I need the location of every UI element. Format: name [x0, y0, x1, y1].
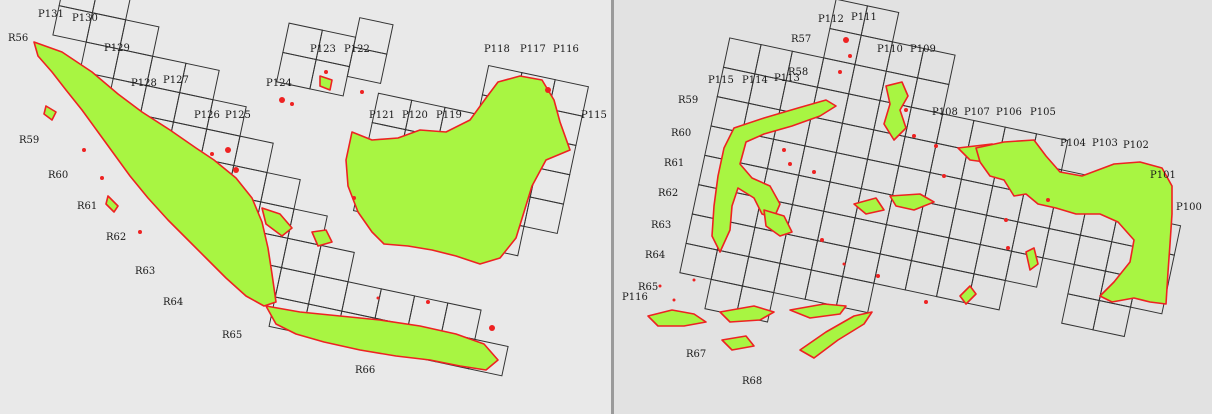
row-label: R67 — [686, 349, 706, 360]
row-label: R59 — [19, 135, 39, 146]
path-label: P119 — [436, 110, 462, 121]
sulawesi-south-arm — [763, 209, 793, 237]
row-label: R60 — [671, 128, 691, 139]
path-label: P125 — [225, 110, 251, 121]
kalimantan-island — [345, 75, 571, 265]
row-label: R60 — [48, 170, 68, 181]
path-label: P107 — [964, 107, 990, 118]
panel-divider — [611, 0, 614, 414]
nias-island — [43, 105, 57, 121]
reef-specks-east — [658, 37, 1050, 304]
small-island — [319, 75, 333, 91]
path-label: P104 — [1060, 138, 1086, 149]
halmahera-island — [883, 81, 909, 141]
path-label: P103 — [1092, 138, 1118, 149]
row-label: R64 — [645, 250, 665, 261]
sumbawa-island — [719, 305, 775, 323]
path-label: P123 — [310, 44, 336, 55]
row-label: R61 — [664, 158, 684, 169]
row-label: R58 — [788, 67, 808, 78]
path-label: P112 — [818, 14, 844, 25]
row-labels-east: R57 R58 R59 R60 R61 R62 R63 R64 R65 R67 … — [638, 34, 811, 387]
sumba-island — [721, 335, 755, 351]
path-label: P127 — [163, 75, 189, 86]
bali-lombok-island — [647, 309, 707, 327]
papua-island — [975, 139, 1173, 305]
path-label: P122 — [344, 44, 370, 55]
path-label: P115 — [581, 110, 607, 121]
sumatra-island — [33, 41, 277, 307]
path-label: P102 — [1123, 140, 1149, 151]
path-label: P110 — [877, 44, 903, 55]
path-label: P118 — [484, 44, 510, 55]
path-label: P113 — [774, 73, 800, 84]
row-label: R65 — [222, 330, 242, 341]
path-label: P120 — [402, 110, 428, 121]
path-label: P109 — [910, 44, 936, 55]
sulawesi-island — [711, 99, 837, 253]
path-label: P130 — [72, 13, 98, 24]
row-label: R65 — [638, 282, 658, 293]
java-island — [265, 305, 499, 371]
path-label: P106 — [996, 107, 1022, 118]
path-labels-east: P112 P111 P110 P109 P115 P114 P113 P108 … — [622, 12, 1202, 303]
aru-island — [1025, 247, 1039, 271]
path-label: P131 — [38, 9, 64, 20]
map-panel-east: P112 P111 P110 P109 P115 P114 P113 P108 … — [614, 0, 1212, 414]
row-label: R61 — [77, 201, 97, 212]
buru-island — [853, 197, 885, 215]
bangka-island — [261, 207, 293, 237]
path-label: P128 — [131, 78, 157, 89]
row-label: R56 — [8, 33, 28, 44]
path-label: P117 — [520, 44, 546, 55]
path-label: P116 — [553, 44, 579, 55]
west-map-svg: P131 P130 P129 P128 P127 P126 P125 P124 … — [8, 0, 607, 377]
row-label: R63 — [135, 266, 155, 277]
flores-island — [789, 303, 847, 319]
map-panel-west: P131 P130 P129 P128 P127 P126 P125 P124 … — [0, 0, 611, 414]
path-label: P101 — [1150, 170, 1176, 181]
reef-specks-west — [82, 70, 551, 331]
row-labels-west: R56 R59 R60 R61 R62 R63 R64 R65 R66 — [8, 33, 375, 376]
path-label: P114 — [742, 75, 768, 86]
row-label: R63 — [651, 220, 671, 231]
path-label: P105 — [1030, 107, 1056, 118]
belitung-island — [311, 229, 333, 247]
row-label: R64 — [163, 297, 183, 308]
path-label: P121 — [369, 110, 395, 121]
east-map-svg: P112 P111 P110 P109 P115 P114 P113 P108 … — [622, 0, 1202, 387]
path-label: P111 — [851, 12, 877, 23]
path-label: P115 — [708, 75, 734, 86]
path-label: P126 — [194, 110, 220, 121]
path-labels-west: P131 P130 P129 P128 P127 P126 P125 P124 … — [38, 9, 607, 121]
row-label: R59 — [678, 95, 698, 106]
row-label: R62 — [106, 232, 126, 243]
timor-island — [799, 311, 873, 359]
mentawai-island — [105, 195, 119, 213]
path-label: P100 — [1176, 202, 1202, 213]
maluku-island — [889, 193, 935, 211]
row-label: R57 — [791, 34, 811, 45]
path-label: P116 — [622, 292, 648, 303]
row-label: R66 — [355, 365, 375, 376]
row-label: R62 — [658, 188, 678, 199]
path-label: P124 — [266, 78, 292, 89]
tanimbar-island — [959, 285, 977, 305]
row-label: R68 — [742, 376, 762, 387]
path-label: P129 — [104, 43, 130, 54]
path-label: P108 — [932, 107, 958, 118]
